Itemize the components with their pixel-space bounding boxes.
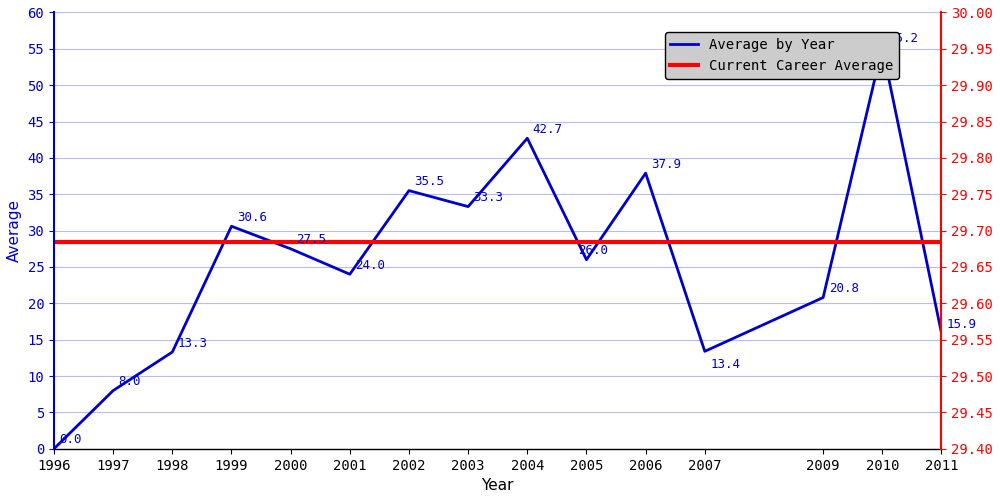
Average by Year (48, 446, 60, 452)
Line: Average by Year: Average by Year (54, 48, 941, 449)
Text: 27.5: 27.5 (296, 233, 326, 246)
Text: 26.0: 26.0 (578, 244, 608, 257)
Text: 13.4: 13.4 (710, 358, 740, 371)
Legend: Average by Year, Current Career Average: Average by Year, Current Career Average (665, 32, 899, 78)
Average by Year (876, 44, 888, 51)
Average by Year (935, 330, 947, 336)
Average by Year (285, 246, 297, 252)
Text: 35.5: 35.5 (415, 175, 445, 188)
Average by Year (166, 349, 178, 355)
Text: 42.7: 42.7 (533, 122, 563, 136)
Text: 33.3: 33.3 (474, 191, 504, 204)
Average by Year (462, 204, 474, 210)
Text: 20.8: 20.8 (829, 282, 859, 295)
Text: 37.9: 37.9 (651, 158, 681, 170)
Average by Year (344, 271, 356, 277)
Text: 8.0: 8.0 (119, 375, 141, 388)
Text: 15.9: 15.9 (947, 318, 977, 330)
Average by Year (580, 256, 592, 262)
Average by Year (403, 188, 415, 194)
Average by Year (107, 388, 119, 394)
Average by Year (225, 223, 237, 229)
Average by Year (817, 294, 829, 300)
Text: 0.0: 0.0 (60, 433, 82, 446)
Text: 30.6: 30.6 (237, 210, 267, 224)
Text: 24.0: 24.0 (355, 258, 385, 272)
Text: 13.3: 13.3 (178, 336, 208, 349)
X-axis label: Year: Year (481, 478, 514, 493)
Text: 55.2: 55.2 (888, 32, 918, 45)
Average by Year (699, 348, 711, 354)
Y-axis label: Average: Average (7, 199, 22, 262)
Average by Year (640, 170, 652, 176)
Average by Year (521, 136, 533, 141)
